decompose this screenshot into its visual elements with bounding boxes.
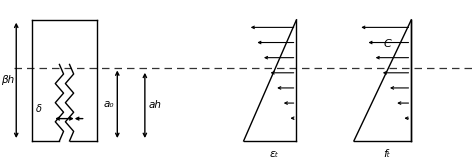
Text: C: C (384, 39, 392, 49)
Text: εₜ: εₜ (270, 149, 279, 159)
Text: δ: δ (36, 104, 42, 114)
Text: βh: βh (0, 75, 14, 85)
Text: ah: ah (148, 100, 162, 110)
Text: fₜ: fₜ (383, 149, 391, 159)
Text: a₀: a₀ (103, 99, 114, 109)
